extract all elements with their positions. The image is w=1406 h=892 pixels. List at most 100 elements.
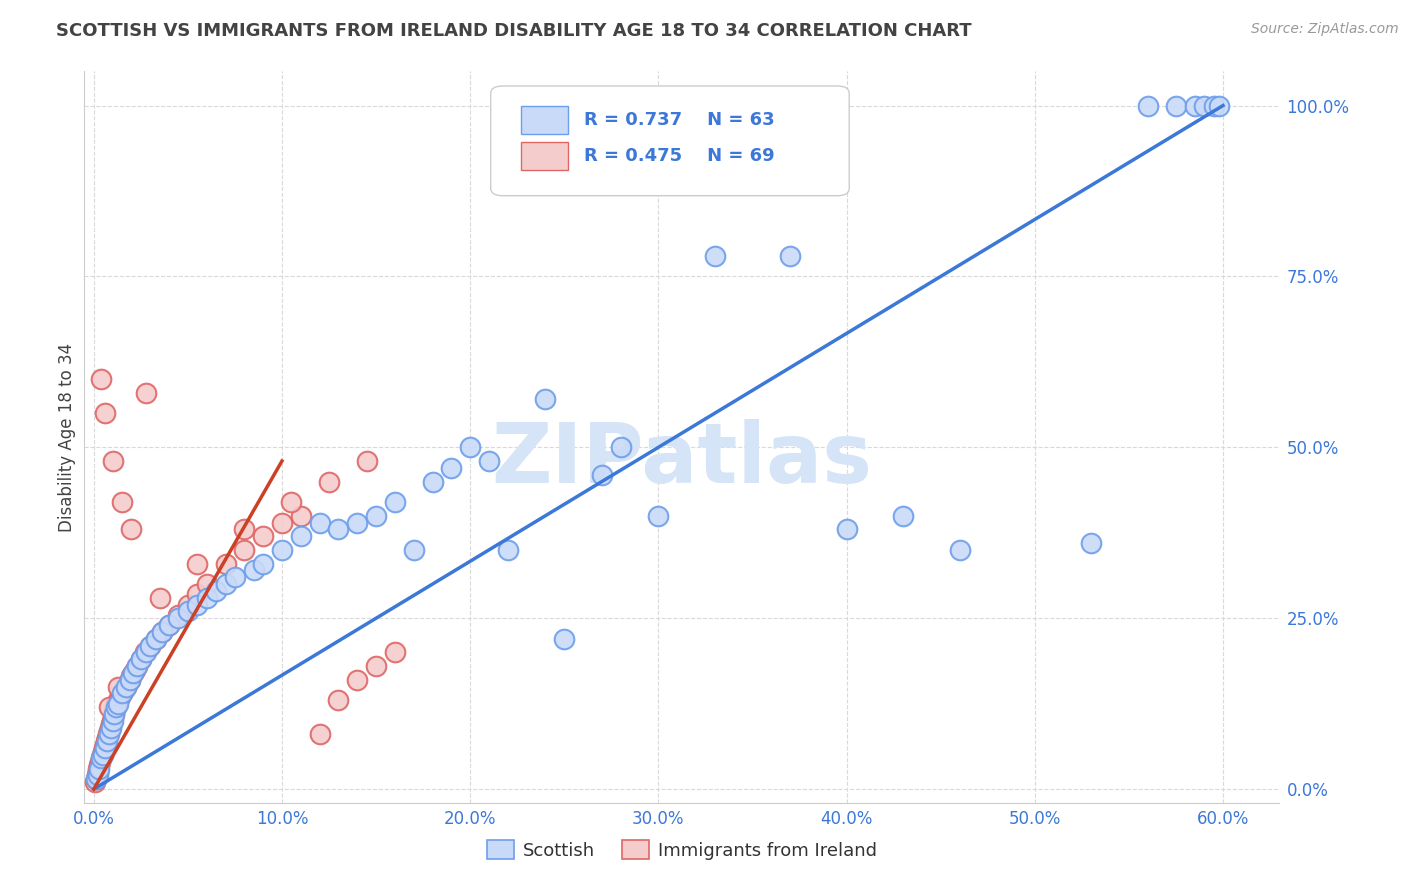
Point — [458, 440, 481, 454]
Point — [129, 652, 152, 666]
Point — [124, 663, 146, 677]
Point — [89, 755, 111, 769]
Point — [1184, 98, 1206, 112]
Point — [252, 529, 274, 543]
Point — [111, 686, 134, 700]
Point — [103, 706, 125, 721]
Point — [89, 758, 111, 772]
Point — [108, 690, 131, 704]
Point — [233, 522, 256, 536]
Point — [97, 700, 120, 714]
Point — [891, 508, 914, 523]
Point — [86, 768, 108, 782]
Point — [139, 639, 162, 653]
Point — [364, 508, 387, 523]
Point — [233, 542, 256, 557]
Point — [105, 700, 128, 714]
Point — [103, 704, 125, 718]
Point — [177, 604, 200, 618]
Text: R = 0.737    N = 63: R = 0.737 N = 63 — [583, 111, 775, 128]
Point — [167, 611, 190, 625]
Point — [703, 249, 725, 263]
Point — [91, 747, 114, 762]
Point — [384, 495, 406, 509]
Point — [157, 618, 180, 632]
Point — [139, 639, 162, 653]
Point — [94, 734, 117, 748]
Point — [214, 577, 236, 591]
Point — [478, 454, 501, 468]
Point — [114, 680, 136, 694]
Point — [609, 440, 631, 454]
Point — [94, 741, 117, 756]
Point — [107, 680, 129, 694]
Point — [290, 508, 312, 523]
FancyBboxPatch shape — [491, 86, 849, 195]
Point — [1202, 98, 1225, 112]
Point — [90, 751, 112, 765]
Point — [111, 495, 134, 509]
Point — [224, 570, 246, 584]
Point — [1208, 98, 1230, 112]
Point — [84, 772, 107, 786]
Point — [107, 697, 129, 711]
Point — [86, 765, 108, 780]
Point — [271, 516, 294, 530]
Point — [100, 721, 122, 735]
Point — [290, 529, 312, 543]
Point — [101, 710, 124, 724]
Text: ZIPatlas: ZIPatlas — [492, 418, 872, 500]
Point — [103, 706, 125, 721]
Point — [91, 745, 114, 759]
Point — [591, 467, 613, 482]
Point — [328, 693, 350, 707]
Point — [384, 645, 406, 659]
Point — [96, 731, 118, 745]
Point — [93, 741, 115, 756]
Point — [118, 673, 141, 687]
Point — [101, 714, 124, 728]
Point — [97, 727, 120, 741]
Point — [101, 454, 124, 468]
Point — [117, 676, 139, 690]
Point — [186, 598, 208, 612]
Point — [186, 557, 208, 571]
Point — [90, 372, 112, 386]
Point — [149, 591, 172, 605]
Y-axis label: Disability Age 18 to 34: Disability Age 18 to 34 — [58, 343, 76, 532]
Point — [120, 522, 142, 536]
Point — [177, 598, 200, 612]
Point — [83, 775, 105, 789]
Point — [86, 768, 108, 782]
Point — [87, 762, 110, 776]
FancyBboxPatch shape — [520, 143, 568, 170]
Point — [94, 738, 117, 752]
Point — [553, 632, 575, 646]
Point — [195, 591, 218, 605]
Point — [98, 721, 121, 735]
Point — [105, 697, 128, 711]
Point — [346, 516, 368, 530]
Point — [647, 508, 669, 523]
FancyBboxPatch shape — [520, 106, 568, 134]
Point — [125, 659, 148, 673]
Point — [835, 522, 858, 536]
Point — [252, 557, 274, 571]
Point — [280, 495, 302, 509]
Point — [118, 673, 141, 687]
Point — [346, 673, 368, 687]
Point — [1192, 98, 1215, 112]
Point — [1164, 98, 1187, 112]
Point — [135, 385, 157, 400]
Point — [205, 583, 228, 598]
Point — [97, 727, 120, 741]
Point — [114, 680, 136, 694]
Point — [150, 624, 173, 639]
Point — [157, 618, 180, 632]
Point — [111, 686, 134, 700]
Point — [100, 717, 122, 731]
Point — [1136, 98, 1159, 112]
Point — [779, 249, 801, 263]
Point — [1080, 536, 1102, 550]
Point — [328, 522, 350, 536]
